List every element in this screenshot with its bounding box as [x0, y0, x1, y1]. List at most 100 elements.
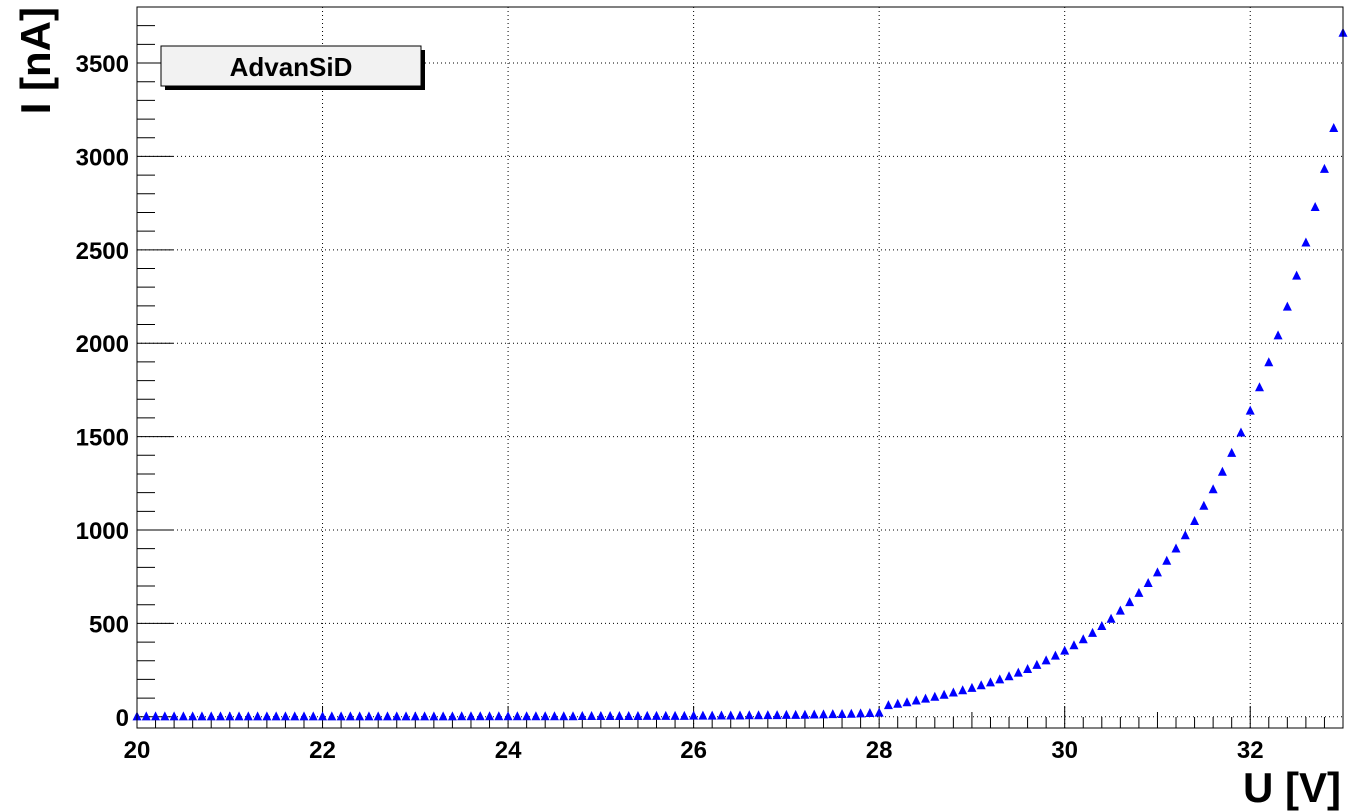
data-point	[1088, 627, 1098, 637]
legend: AdvanSiD	[160, 45, 425, 90]
data-point	[995, 674, 1005, 684]
data-point	[151, 711, 161, 721]
data-point	[234, 711, 244, 721]
data-point	[883, 700, 893, 710]
data-point	[939, 689, 949, 699]
data-point	[169, 711, 179, 721]
data-point	[262, 711, 272, 721]
data-point	[197, 711, 207, 721]
data-point	[475, 711, 485, 721]
data-point	[652, 710, 662, 720]
x-tick-label: 28	[866, 737, 893, 764]
data-point	[253, 711, 263, 721]
x-tick-label: 24	[495, 737, 522, 764]
data-point	[1069, 640, 1079, 650]
y-tick-label: 0	[116, 705, 129, 732]
data-point	[457, 711, 467, 721]
x-tick-label: 22	[309, 737, 336, 764]
data-point	[512, 711, 522, 721]
data-point	[1041, 655, 1051, 665]
data-point	[874, 707, 884, 717]
data-point	[800, 709, 810, 719]
data-point	[280, 711, 290, 721]
data-point	[605, 711, 615, 721]
data-point	[1227, 447, 1237, 457]
data-point	[818, 709, 828, 719]
data-point	[1106, 613, 1116, 623]
y-tick-label: 3500	[76, 51, 129, 78]
data-point	[902, 697, 912, 707]
data-point	[1050, 650, 1060, 660]
x-tick-label: 32	[1237, 737, 1264, 764]
data-point	[1060, 645, 1070, 655]
data-point	[559, 711, 569, 721]
data-point	[633, 711, 643, 721]
data-point	[1078, 634, 1088, 644]
data-point	[466, 711, 476, 721]
data-point	[698, 710, 708, 720]
data-point	[930, 691, 940, 701]
data-point	[754, 710, 764, 720]
data-point	[1319, 163, 1329, 173]
data-point	[1171, 543, 1181, 553]
data-point	[911, 695, 921, 705]
data-point	[188, 711, 198, 721]
data-point	[1097, 620, 1107, 630]
data-point	[837, 708, 847, 718]
data-point	[160, 711, 170, 721]
data-point	[420, 711, 430, 721]
x-tick-label: 26	[680, 737, 707, 764]
data-point	[948, 687, 958, 697]
y-tick-label: 1000	[76, 518, 129, 545]
data-point	[1162, 555, 1172, 565]
data-point	[336, 711, 346, 721]
data-point	[308, 711, 318, 721]
data-point	[689, 710, 699, 720]
data-point	[1180, 530, 1190, 540]
data-point	[661, 710, 671, 720]
data-point	[781, 709, 791, 719]
data-point	[494, 711, 504, 721]
data-point	[318, 711, 328, 721]
x-tick-label: 20	[124, 737, 151, 764]
data-point	[865, 708, 875, 718]
data-point	[1329, 123, 1339, 133]
y-tick-label: 2500	[76, 238, 129, 265]
data-point	[215, 711, 225, 721]
data-point	[1282, 301, 1292, 311]
data-point	[1245, 405, 1255, 415]
data-point	[225, 711, 235, 721]
data-point	[392, 711, 402, 721]
data-point	[345, 711, 355, 721]
data-point	[1143, 578, 1153, 588]
data-point	[985, 677, 995, 687]
x-axis-title: U [V]	[1243, 764, 1341, 811]
data-point	[679, 710, 689, 720]
data-point	[401, 711, 411, 721]
data-point	[1217, 466, 1227, 476]
data-point	[1236, 427, 1246, 437]
data-point	[1134, 587, 1144, 597]
legend-box	[160, 45, 422, 87]
y-tick-label: 3000	[76, 144, 129, 171]
data-point	[614, 711, 624, 721]
y-tick-label: 2000	[76, 331, 129, 358]
data-point	[1255, 382, 1265, 392]
data-point	[373, 711, 383, 721]
data-point	[735, 710, 745, 720]
data-point	[1264, 357, 1274, 367]
data-point	[976, 680, 986, 690]
data-point	[364, 711, 374, 721]
data-point	[299, 711, 309, 721]
data-point	[447, 711, 457, 721]
data-point	[744, 710, 754, 720]
data-point	[1199, 500, 1209, 510]
data-point	[243, 711, 253, 721]
legend-entry-advansid: AdvanSiD	[230, 52, 353, 82]
data-point	[1208, 484, 1218, 494]
data-point	[503, 711, 513, 721]
data-point	[355, 711, 365, 721]
grid-lines	[137, 7, 1343, 728]
data-point	[206, 711, 216, 721]
